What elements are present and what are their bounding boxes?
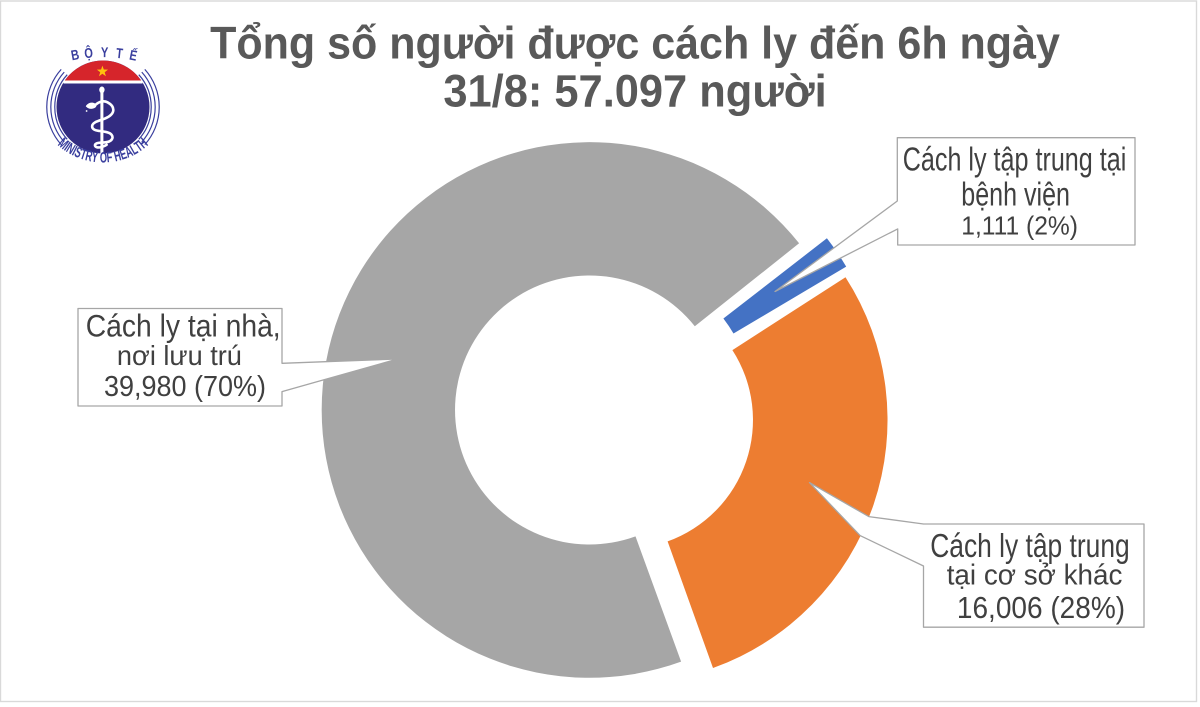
svg-text:Y: Y <box>91 148 100 166</box>
svg-text:O: O <box>100 149 108 166</box>
svg-text:T: T <box>115 44 124 61</box>
svg-text:T: T <box>78 146 89 164</box>
svg-text:16,006 (28%): 16,006 (28%) <box>957 592 1125 625</box>
svg-text:Tổng số người được cách ly đến: Tổng số người được cách ly đến 6h ngày <box>210 18 1060 68</box>
svg-text:I: I <box>61 139 73 154</box>
svg-text:Cách ly tập trung tại: Cách ly tập trung tại <box>903 141 1127 178</box>
svg-text:H: H <box>112 147 122 165</box>
svg-text:F: F <box>106 149 114 166</box>
svg-text:Cách ly tập trung: Cách ly tập trung <box>930 528 1129 565</box>
svg-text:B: B <box>70 46 81 64</box>
svg-text:Ế: Ế <box>128 46 139 64</box>
svg-text:Cách ly tại nhà,: Cách ly tại nhà, <box>86 309 281 344</box>
svg-text:R: R <box>84 147 94 165</box>
svg-text:39,980 (70%): 39,980 (70%) <box>104 370 266 402</box>
svg-text:E: E <box>118 145 129 163</box>
svg-text:31/8: 57.097 người: 31/8: 57.097 người <box>443 67 826 117</box>
svg-text:Y: Y <box>101 44 109 61</box>
svg-text:bệnh viện: bệnh viện <box>961 176 1070 213</box>
svg-text:nơi lưu trú: nơi lưu trú <box>117 340 242 371</box>
svg-text:I: I <box>70 143 80 159</box>
svg-text:Ộ: Ộ <box>83 44 93 61</box>
svg-text:tại cơ sở khác: tại cơ sở khác <box>947 558 1123 590</box>
svg-text:1,111 (2%): 1,111 (2%) <box>961 212 1078 241</box>
